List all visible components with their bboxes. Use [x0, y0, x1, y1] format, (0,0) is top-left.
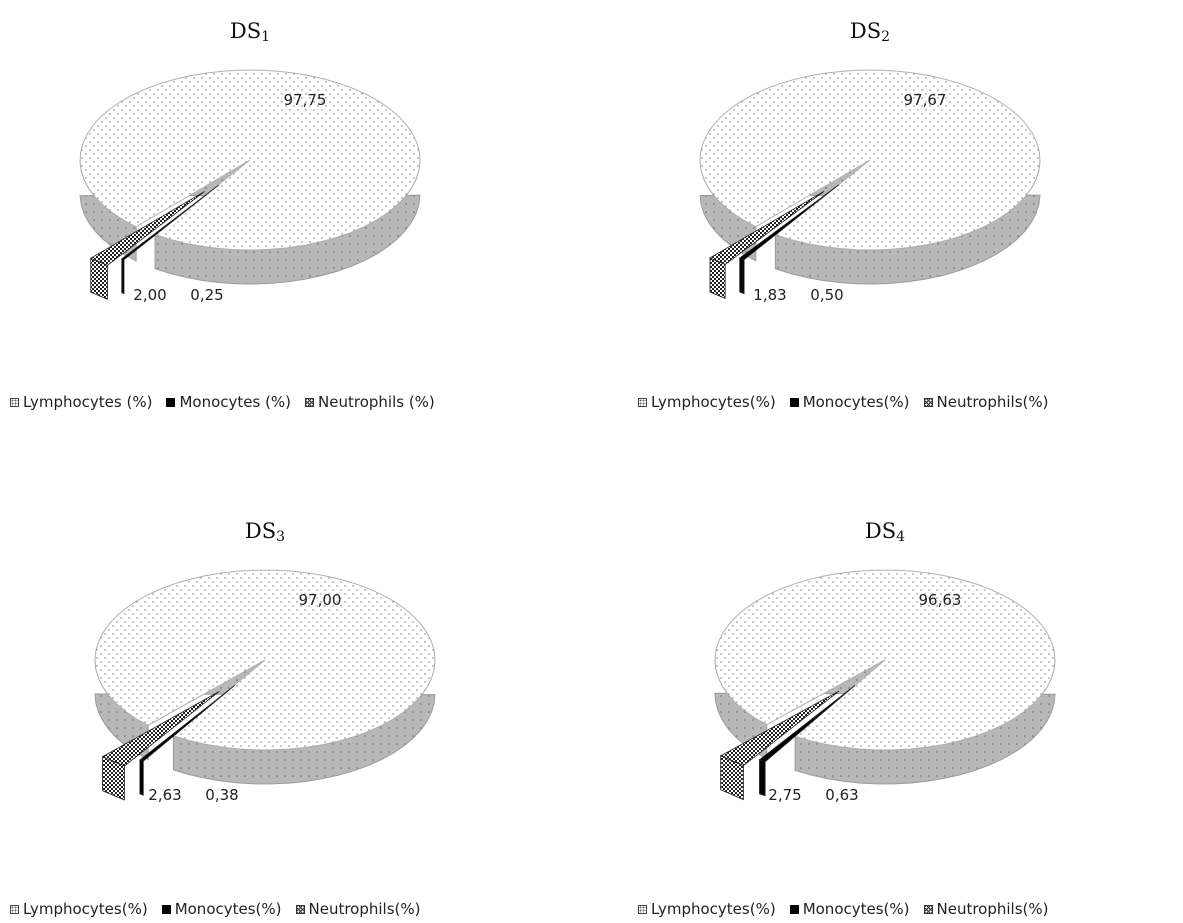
lymphocytes-swatch: [638, 904, 647, 914]
legend-label-neutrophils: Neutrophils(%): [308, 900, 421, 918]
chart-panel-1: DS1 97,75 2,00 0,25: [79, 0, 421, 320]
pie-chart-4: DS4 96,63 2,75 0,63: [714, 519, 1056, 804]
legend-item-lymphocytes: Lymphocytes(%): [638, 900, 776, 918]
data-label-neutrophils: 2,75: [768, 786, 801, 804]
legend-item-neutrophils: Neutrophils(%): [295, 900, 421, 918]
data-label-monocytes: 0,38: [205, 786, 238, 804]
data-label-monocytes: 0,50: [810, 286, 843, 304]
legend-item-monocytes: Monocytes(%): [161, 900, 282, 918]
neutrophils-side: [709, 257, 726, 300]
lymphocytes-swatch: [10, 397, 19, 407]
legend-1: Lymphocytes (%) Monocytes (%) Neutrophil…: [10, 393, 435, 411]
legend-item-monocytes: Monocytes(%): [789, 900, 910, 918]
lymphocytes-slice: [94, 569, 436, 751]
lymphocytes-slice: [714, 569, 1056, 751]
chart-title: DS1: [230, 19, 270, 45]
legend-item-lymphocytes: Lymphocytes(%): [638, 393, 776, 411]
neutrophils-slice: [719, 690, 840, 767]
legend-label-neutrophils: Neutrophils(%): [936, 393, 1049, 411]
pie-chart-1: DS1 97,75 2,00 0,25: [79, 19, 421, 304]
data-label-lymphocytes: 96,63: [919, 591, 962, 609]
neutrophils-slice: [101, 690, 220, 767]
pie-chart-3: DS3 97,00 2,63 0,38: [94, 519, 436, 804]
neutrophils-swatch: [923, 397, 933, 407]
legend-2: Lymphocytes(%) Monocytes(%) Neutrophils(…: [638, 393, 1049, 411]
legend-label-monocytes: Monocytes(%): [802, 393, 910, 411]
legend-item-monocytes: Monocytes (%): [166, 393, 291, 411]
monocytes-slice: [758, 685, 856, 763]
monocytes-swatch: [789, 904, 799, 914]
neutrophils-slice: [89, 191, 205, 266]
neutrophils-swatch: [305, 397, 315, 407]
legend-label-lymphocytes: Lymphocytes (%): [23, 393, 153, 411]
monocytes-swatch: [166, 397, 176, 407]
data-label-lymphocytes: 97,75: [284, 91, 327, 109]
lymphocytes-slice: [699, 69, 1041, 251]
data-label-monocytes: 0,63: [825, 786, 858, 804]
lymphocytes-swatch: [638, 397, 647, 407]
chart-panel-2: DS2 97,67 1,83 0,50: [699, 0, 1041, 320]
monocytes-side: [121, 258, 125, 295]
monocytes-slice: [139, 684, 236, 762]
legend-item-neutrophils: Neutrophils(%): [923, 393, 1049, 411]
legend-label-lymphocytes: Lymphocytes(%): [651, 900, 776, 918]
data-label-lymphocytes: 97,00: [299, 591, 342, 609]
chart-title: DS2: [850, 19, 890, 45]
neutrophils-swatch: [923, 904, 933, 914]
monocytes-side: [739, 257, 745, 295]
chart-title: DS3: [245, 519, 285, 545]
legend-item-monocytes: Monocytes(%): [789, 393, 910, 411]
legend-label-neutrophils: Neutrophils (%): [318, 393, 435, 411]
chart-panel-4: DS4 96,63 2,75 0,63: [714, 500, 1056, 830]
legend-label-lymphocytes: Lymphocytes(%): [23, 900, 148, 918]
legend-item-neutrophils: Neutrophils(%): [923, 900, 1049, 918]
chart-title: DS4: [865, 519, 905, 545]
monocytes-swatch: [789, 397, 799, 407]
legend-4: Lymphocytes(%) Monocytes(%) Neutrophils(…: [638, 900, 1049, 918]
legend-item-neutrophils: Neutrophils (%): [305, 393, 435, 411]
monocytes-slice: [738, 184, 839, 261]
legend-label-lymphocytes: Lymphocytes(%): [651, 393, 776, 411]
monocytes-slice: [120, 184, 220, 261]
neutrophils-swatch: [295, 904, 305, 914]
legend-item-lymphocytes: Lymphocytes (%): [10, 393, 152, 411]
data-label-lymphocytes: 97,67: [904, 91, 947, 109]
data-label-neutrophils: 1,83: [753, 286, 786, 304]
monocytes-side: [139, 759, 144, 796]
monocytes-side: [759, 759, 766, 797]
neutrophils-slice: [709, 190, 825, 265]
data-label-monocytes: 0,25: [190, 286, 223, 304]
lymphocytes-slice: [79, 69, 421, 251]
data-label-neutrophils: 2,63: [148, 786, 181, 804]
pie-chart-2: DS2 97,67 1,83 0,50: [699, 19, 1041, 304]
data-label-neutrophils: 2,00: [133, 286, 166, 304]
lymphocytes-swatch: [10, 904, 19, 914]
legend-item-lymphocytes: Lymphocytes(%): [10, 900, 148, 918]
legend-label-monocytes: Monocytes(%): [802, 900, 910, 918]
legend-label-monocytes: Monocytes (%): [179, 393, 292, 411]
monocytes-swatch: [161, 904, 171, 914]
chart-panel-3: DS3 97,00 2,63 0,38: [94, 500, 436, 830]
legend-label-neutrophils: Neutrophils(%): [936, 900, 1049, 918]
legend-3: Lymphocytes(%) Monocytes(%) Neutrophils(…: [10, 900, 421, 918]
legend-label-monocytes: Monocytes(%): [174, 900, 282, 918]
